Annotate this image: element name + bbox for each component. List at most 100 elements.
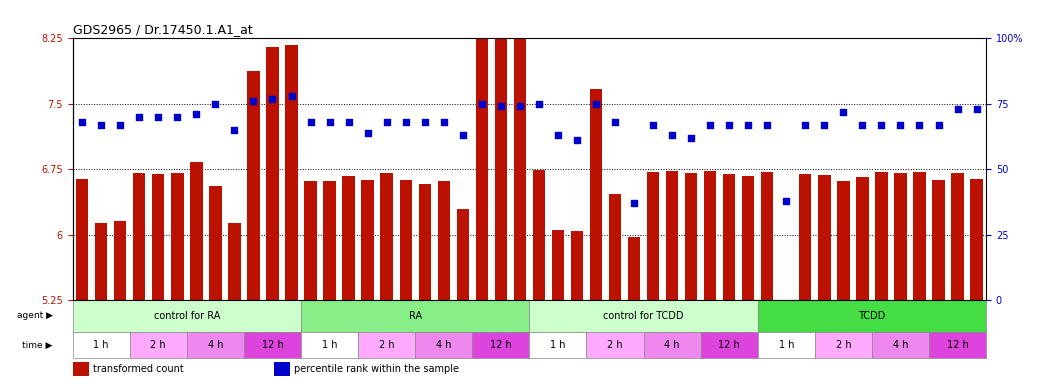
Bar [267, 47, 278, 300]
Text: 4 h: 4 h [664, 340, 680, 350]
Bar [529, 300, 758, 332]
Bar [301, 332, 358, 358]
Bar [971, 179, 983, 300]
Point [226, 127, 243, 133]
Point [835, 109, 851, 115]
Point [93, 122, 110, 128]
Point [606, 119, 623, 125]
Bar [361, 180, 374, 300]
Bar [114, 222, 127, 300]
Point [398, 119, 414, 125]
Point [911, 122, 928, 128]
Point [645, 122, 661, 128]
Bar [723, 174, 735, 300]
Bar [285, 45, 298, 300]
Bar [609, 194, 621, 300]
Bar [666, 171, 678, 300]
Bar [358, 332, 415, 358]
Text: 1 h: 1 h [322, 340, 337, 350]
Point [245, 98, 262, 104]
Point [207, 101, 224, 107]
Text: transformed count: transformed count [92, 364, 184, 374]
Bar [742, 176, 755, 300]
Text: 2 h: 2 h [836, 340, 851, 350]
Point [340, 119, 357, 125]
Point [892, 122, 909, 128]
Bar [761, 172, 773, 300]
Bar [932, 180, 945, 300]
Point [626, 200, 643, 206]
Text: 1 h: 1 h [550, 340, 566, 350]
Point [759, 122, 775, 128]
Bar [929, 332, 986, 358]
Point [435, 119, 452, 125]
Bar [758, 332, 815, 358]
Point [74, 119, 90, 125]
Bar [586, 332, 644, 358]
Point [930, 122, 947, 128]
Bar [301, 300, 529, 332]
Text: 4 h: 4 h [436, 340, 452, 350]
Point [512, 103, 528, 109]
Text: control for TCDD: control for TCDD [603, 311, 684, 321]
Point [683, 135, 700, 141]
Bar [381, 173, 392, 300]
Text: 12 h: 12 h [947, 340, 968, 350]
Bar [895, 173, 906, 300]
Bar [628, 237, 640, 300]
Text: 12 h: 12 h [718, 340, 740, 350]
Bar [472, 332, 529, 358]
Point [777, 197, 794, 204]
Bar [133, 173, 145, 300]
Point [473, 101, 490, 107]
Bar [856, 177, 869, 300]
Bar [418, 184, 431, 300]
Bar [552, 230, 564, 300]
Point [550, 132, 567, 138]
Point [321, 119, 337, 125]
Bar [838, 180, 849, 300]
Bar [400, 180, 412, 300]
Bar [758, 300, 986, 332]
Bar [171, 173, 184, 300]
Bar [343, 176, 355, 300]
Bar [130, 332, 187, 358]
Point [151, 114, 167, 120]
Point [455, 132, 471, 138]
Point [378, 119, 394, 125]
Bar [247, 71, 260, 300]
Text: control for RA: control for RA [154, 311, 220, 321]
Bar [647, 172, 659, 300]
Point [530, 101, 547, 107]
Bar [590, 89, 602, 300]
Bar [913, 172, 926, 300]
Bar [872, 332, 929, 358]
Bar [244, 332, 301, 358]
Text: RA: RA [409, 311, 421, 321]
Text: 12 h: 12 h [490, 340, 512, 350]
Point [283, 93, 300, 99]
Bar [952, 173, 963, 300]
Point [188, 111, 204, 118]
Point [588, 101, 604, 107]
Text: 2 h: 2 h [379, 340, 394, 350]
Point [854, 122, 871, 128]
Point [264, 96, 280, 102]
Bar [73, 300, 301, 332]
Point [569, 137, 585, 144]
Text: 2 h: 2 h [607, 340, 623, 350]
Bar [644, 332, 701, 358]
Bar [818, 175, 830, 300]
Point [416, 119, 433, 125]
Point [949, 106, 965, 112]
Text: percentile rank within the sample: percentile rank within the sample [294, 364, 459, 374]
Bar [457, 209, 469, 300]
Bar [324, 180, 335, 300]
Point [968, 106, 985, 112]
Bar [438, 181, 449, 300]
Text: TCDD: TCDD [858, 311, 885, 321]
Bar [73, 332, 130, 358]
Text: 1 h: 1 h [778, 340, 794, 350]
Point [720, 122, 737, 128]
Bar [781, 300, 792, 310]
